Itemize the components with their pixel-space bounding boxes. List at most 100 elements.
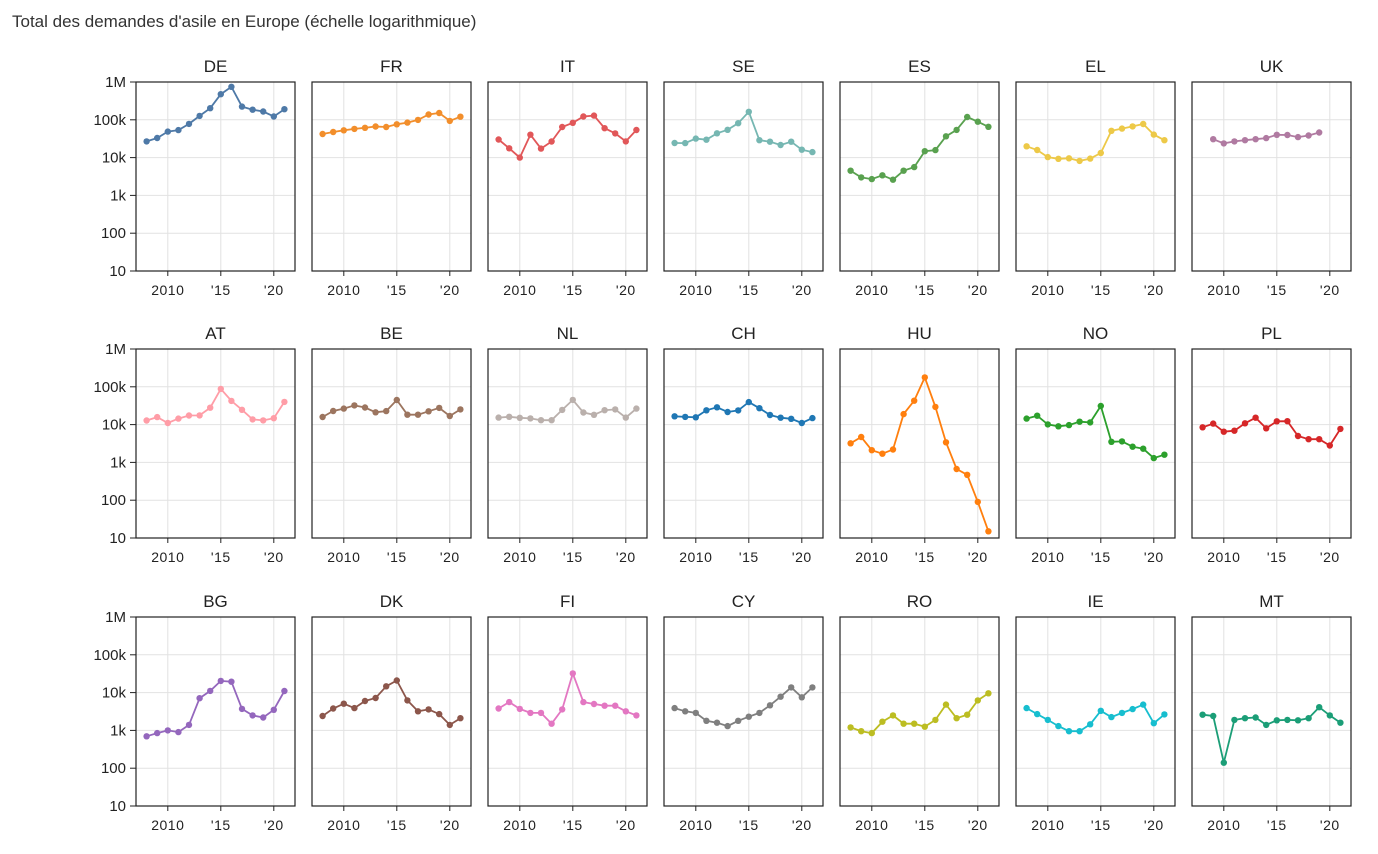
y-tick-label: 100 <box>101 760 126 777</box>
x-tick-label: '15 <box>915 282 935 298</box>
data-point <box>249 106 256 113</box>
data-point <box>1087 721 1094 728</box>
x-tick-label: '20 <box>968 549 988 565</box>
y-tick-label: 10k <box>102 150 127 167</box>
data-point <box>1294 717 1302 724</box>
data-point <box>766 411 774 419</box>
data-point <box>446 412 453 420</box>
data-point <box>457 113 464 120</box>
x-tick-label: '15 <box>211 549 231 565</box>
data-point <box>932 403 939 411</box>
data-point <box>703 407 710 414</box>
data-point <box>1034 146 1041 154</box>
panel-frame <box>1015 616 1176 807</box>
data-point <box>809 148 816 156</box>
panel-title-hu: HU <box>907 324 932 343</box>
data-point <box>207 404 214 411</box>
data-point <box>425 111 432 118</box>
data-point <box>143 733 150 740</box>
data-point <box>404 119 411 126</box>
data-point <box>196 695 203 702</box>
data-point <box>383 123 390 131</box>
data-point <box>436 109 443 117</box>
data-point <box>724 126 731 133</box>
data-point <box>974 697 981 704</box>
data-point <box>527 131 534 138</box>
panel-frame <box>135 81 296 272</box>
x-tick-label: '15 <box>563 817 583 833</box>
data-point <box>1241 420 1249 427</box>
data-point <box>351 704 358 712</box>
x-tick-label: 2010 <box>1031 549 1064 565</box>
data-point <box>911 397 918 404</box>
data-point <box>788 684 795 691</box>
data-point <box>319 130 326 138</box>
data-point <box>1161 137 1168 144</box>
y-tick-label: 1k <box>110 187 126 204</box>
panel-title-no: NO <box>1083 324 1109 343</box>
data-point <box>703 717 710 724</box>
data-point <box>1305 436 1312 443</box>
x-tick-label: 2010 <box>1207 817 1240 833</box>
data-point <box>319 712 326 720</box>
data-point <box>1241 137 1249 144</box>
data-point <box>798 694 805 701</box>
x-tick-label: '15 <box>1267 549 1287 565</box>
data-point <box>1118 709 1126 717</box>
data-point <box>622 414 629 421</box>
x-tick-label: 2010 <box>1031 817 1064 833</box>
panel-frame <box>1191 616 1352 807</box>
data-point <box>414 116 422 124</box>
data-point <box>1199 424 1206 431</box>
panel-title-fi: FI <box>560 592 575 611</box>
data-point <box>985 528 992 535</box>
data-point <box>1076 418 1083 425</box>
data-point <box>446 117 453 125</box>
data-point <box>692 709 699 717</box>
data-point <box>671 139 678 147</box>
x-tick-label: '20 <box>264 817 284 833</box>
x-tick-label: 2010 <box>1031 282 1064 298</box>
data-point <box>154 413 161 421</box>
data-point <box>495 136 502 143</box>
data-point <box>1220 140 1228 147</box>
data-point <box>1294 432 1302 440</box>
data-point <box>1108 127 1115 134</box>
data-point <box>622 138 629 145</box>
series-line-se <box>674 110 813 153</box>
data-point <box>196 112 203 120</box>
data-point <box>527 415 534 422</box>
panel-title-fr: FR <box>380 57 403 76</box>
data-point <box>457 406 464 413</box>
y-tick-label: 10k <box>102 685 127 702</box>
data-point <box>921 374 928 381</box>
data-point <box>1097 402 1105 410</box>
data-point <box>495 705 502 712</box>
data-point <box>1076 157 1083 165</box>
y-tick-label: 10k <box>102 417 127 434</box>
data-point <box>622 708 629 715</box>
data-point <box>1129 705 1136 713</box>
data-point <box>868 447 875 454</box>
x-tick-label: '15 <box>915 817 935 833</box>
data-point <box>414 411 422 418</box>
data-point <box>1076 728 1083 735</box>
y-tick-label: 1M <box>105 74 126 91</box>
data-point <box>1241 715 1249 722</box>
data-point <box>713 404 721 411</box>
data-point <box>185 412 193 419</box>
data-point <box>580 113 587 120</box>
y-tick-label: 100k <box>93 112 126 129</box>
x-tick-label: 2010 <box>855 282 888 298</box>
panel-title-nl: NL <box>557 324 579 343</box>
data-point <box>1199 711 1206 718</box>
x-tick-label: 2010 <box>151 282 184 298</box>
x-tick-label: 2010 <box>503 817 536 833</box>
x-tick-label: '15 <box>739 282 759 298</box>
x-tick-label: '15 <box>563 549 583 565</box>
data-point <box>527 709 534 717</box>
data-point <box>1231 138 1238 145</box>
data-point <box>1284 418 1291 425</box>
x-tick-label: '15 <box>563 282 583 298</box>
